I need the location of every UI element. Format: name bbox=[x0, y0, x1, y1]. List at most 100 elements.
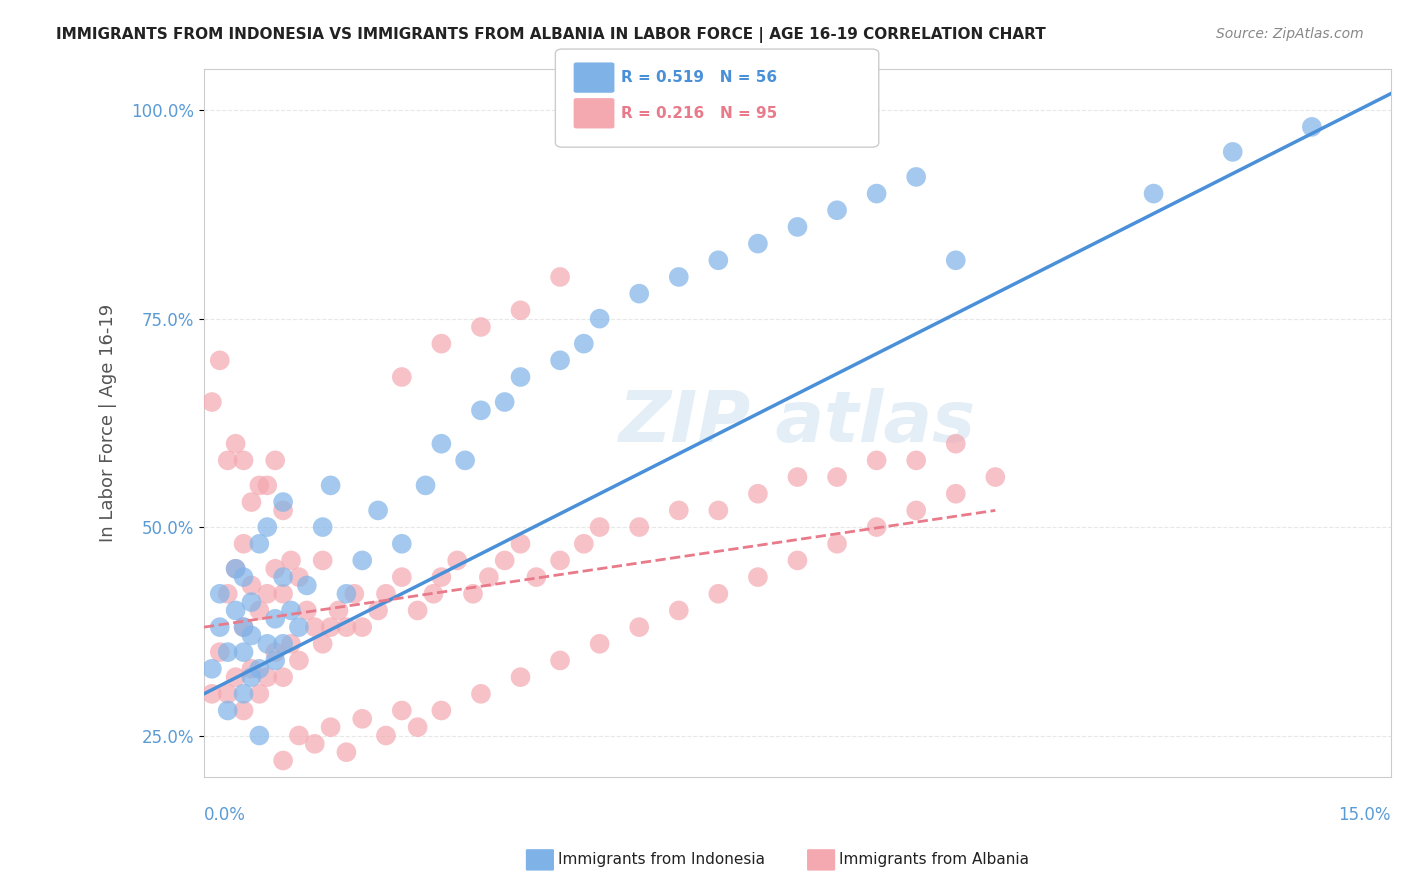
Point bbox=[786, 219, 808, 234]
Point bbox=[264, 653, 287, 667]
Point bbox=[391, 537, 413, 551]
Point bbox=[470, 687, 492, 701]
Text: R = 0.216   N = 95: R = 0.216 N = 95 bbox=[621, 106, 778, 120]
Point bbox=[352, 620, 374, 634]
Point bbox=[1063, 787, 1085, 801]
Point bbox=[478, 570, 501, 584]
Point bbox=[352, 712, 374, 726]
Point bbox=[747, 487, 769, 501]
Point bbox=[707, 503, 730, 517]
Point bbox=[264, 453, 287, 467]
Point bbox=[446, 553, 468, 567]
Point bbox=[494, 553, 516, 567]
Point bbox=[256, 478, 278, 492]
Point bbox=[391, 704, 413, 718]
Point bbox=[865, 186, 887, 201]
Point bbox=[572, 537, 595, 551]
Point bbox=[240, 662, 263, 676]
Point bbox=[264, 562, 287, 576]
Point bbox=[271, 637, 294, 651]
Point bbox=[288, 620, 311, 634]
Point bbox=[247, 687, 270, 701]
Point bbox=[319, 720, 342, 734]
Point bbox=[391, 370, 413, 384]
Point bbox=[1301, 120, 1323, 134]
Point bbox=[304, 737, 326, 751]
Point bbox=[232, 537, 254, 551]
Point bbox=[905, 169, 928, 184]
Y-axis label: In Labor Force | Age 16-19: In Labor Force | Age 16-19 bbox=[100, 304, 117, 542]
Point bbox=[945, 436, 967, 450]
Point bbox=[232, 570, 254, 584]
Point bbox=[524, 570, 547, 584]
Point bbox=[548, 269, 571, 284]
Point bbox=[240, 670, 263, 684]
Point bbox=[240, 595, 263, 609]
Point bbox=[470, 320, 492, 334]
Point bbox=[225, 436, 247, 450]
Point bbox=[747, 570, 769, 584]
Point bbox=[288, 570, 311, 584]
Point bbox=[494, 395, 516, 409]
Point bbox=[232, 645, 254, 659]
Point bbox=[588, 311, 610, 326]
Point bbox=[208, 645, 231, 659]
Point bbox=[628, 520, 651, 534]
Point bbox=[668, 269, 690, 284]
Point bbox=[295, 603, 318, 617]
Point bbox=[984, 795, 1007, 809]
Point bbox=[271, 587, 294, 601]
Point bbox=[825, 470, 848, 484]
Point bbox=[288, 729, 311, 743]
Point bbox=[256, 520, 278, 534]
Point bbox=[865, 453, 887, 467]
Point bbox=[343, 587, 366, 601]
Point bbox=[461, 587, 484, 601]
Point bbox=[470, 403, 492, 417]
Point bbox=[240, 495, 263, 509]
Point bbox=[335, 620, 357, 634]
Point bbox=[201, 395, 224, 409]
Point bbox=[786, 470, 808, 484]
Point bbox=[668, 503, 690, 517]
Point bbox=[509, 303, 531, 318]
Point bbox=[217, 687, 239, 701]
Text: IMMIGRANTS FROM INDONESIA VS IMMIGRANTS FROM ALBANIA IN LABOR FORCE | AGE 16-19 : IMMIGRANTS FROM INDONESIA VS IMMIGRANTS … bbox=[56, 27, 1046, 43]
Point bbox=[548, 353, 571, 368]
Point bbox=[208, 587, 231, 601]
Point bbox=[311, 520, 333, 534]
Point bbox=[335, 745, 357, 759]
Point bbox=[247, 603, 270, 617]
Point bbox=[406, 720, 429, 734]
Point bbox=[391, 570, 413, 584]
Point bbox=[430, 336, 453, 351]
Point bbox=[509, 537, 531, 551]
Point bbox=[247, 729, 270, 743]
Point bbox=[288, 653, 311, 667]
Text: 15.0%: 15.0% bbox=[1339, 806, 1391, 824]
Point bbox=[280, 603, 302, 617]
Point bbox=[232, 620, 254, 634]
Point bbox=[430, 436, 453, 450]
Point bbox=[328, 603, 350, 617]
Text: Immigrants from Indonesia: Immigrants from Indonesia bbox=[558, 853, 765, 867]
Point bbox=[335, 587, 357, 601]
Point bbox=[271, 503, 294, 517]
Point bbox=[232, 704, 254, 718]
Point bbox=[240, 628, 263, 642]
Point bbox=[271, 670, 294, 684]
Point bbox=[375, 587, 398, 601]
Point bbox=[217, 645, 239, 659]
Point bbox=[628, 620, 651, 634]
Point bbox=[905, 453, 928, 467]
Point bbox=[430, 704, 453, 718]
Point bbox=[256, 587, 278, 601]
Text: Immigrants from Albania: Immigrants from Albania bbox=[839, 853, 1029, 867]
Point bbox=[548, 653, 571, 667]
Point bbox=[225, 603, 247, 617]
Point bbox=[825, 203, 848, 218]
Point bbox=[984, 470, 1007, 484]
Point bbox=[217, 704, 239, 718]
Point bbox=[311, 553, 333, 567]
Point bbox=[406, 603, 429, 617]
